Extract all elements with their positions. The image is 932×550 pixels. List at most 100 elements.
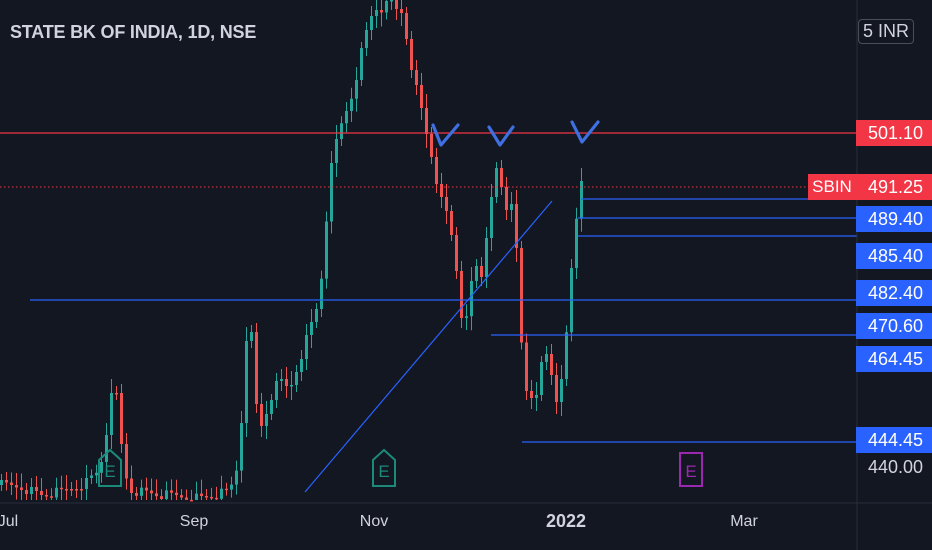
candle-body: [535, 395, 538, 398]
candle-body: [490, 197, 493, 238]
candle-body: [35, 487, 38, 491]
candle-body: [220, 488, 223, 499]
candles-group: [0, 0, 583, 502]
candle-body: [430, 134, 433, 157]
candle-body: [215, 497, 218, 500]
candle-body: [80, 489, 83, 491]
candle-body: [515, 204, 518, 248]
check-mark-icon: [431, 123, 460, 147]
candle-body: [335, 139, 338, 163]
earnings-marker[interactable]: E: [372, 448, 396, 487]
check-mark-icon: [570, 120, 600, 144]
candle-body: [255, 332, 258, 404]
candle-body: [445, 197, 448, 211]
earnings-badge-icon: [679, 452, 703, 487]
candle-body: [230, 484, 233, 490]
candle-body: [55, 487, 58, 498]
candle-body: [195, 493, 198, 500]
candle-body: [550, 354, 553, 375]
candle-body: [235, 470, 238, 485]
price-tag-501-10: 501.10: [856, 120, 932, 146]
candle-body: [375, 10, 378, 16]
candle-body: [165, 490, 168, 499]
candle-body: [200, 493, 203, 496]
candle-body: [160, 496, 163, 499]
candle-body: [460, 271, 463, 318]
candle-body: [95, 472, 98, 476]
candle-body: [555, 375, 558, 402]
candle-body: [410, 39, 413, 70]
candle-body: [185, 497, 188, 500]
candle-body: [455, 235, 458, 271]
trend-line[interactable]: [304, 200, 553, 493]
earnings-marker[interactable]: E: [98, 448, 122, 487]
candle-body: [60, 487, 63, 490]
candle-body: [285, 379, 288, 386]
candle-body: [500, 168, 503, 187]
candle-body: [175, 492, 178, 496]
symbol-tag: SBIN: [808, 174, 856, 200]
candle-body: [365, 30, 368, 48]
candle-body: [75, 489, 78, 491]
candle-body: [210, 496, 213, 499]
candle-body: [435, 157, 438, 184]
candle-body: [305, 335, 308, 359]
earnings-label: E: [685, 462, 696, 481]
candle-body: [340, 123, 343, 139]
earnings-label: E: [378, 462, 389, 481]
candle-body: [380, 10, 383, 13]
candle-body: [125, 444, 128, 479]
time-axis-label: Sep: [179, 513, 209, 530]
candle-body: [70, 489, 73, 491]
candle-body: [300, 359, 303, 372]
time-axis-label: Jul: [0, 513, 19, 530]
candle-body: [385, 1, 388, 13]
candle-body: [280, 379, 283, 381]
candle-body: [465, 316, 468, 318]
candle-body: [330, 163, 333, 222]
earnings-marker[interactable]: E: [679, 452, 703, 487]
candle-body: [325, 221, 328, 279]
candle-body: [400, 9, 403, 13]
candle-body: [50, 496, 53, 498]
check-mark-icon: [487, 125, 515, 147]
candle-body: [505, 187, 508, 210]
candle-body: [115, 393, 118, 395]
candle-body: [370, 16, 373, 30]
currency-selector[interactable]: 5 INR: [857, 19, 914, 44]
candle-body: [205, 496, 208, 498]
candle-body: [100, 462, 103, 473]
candle-body: [180, 495, 183, 498]
price-tag-470-60: 470.60: [856, 313, 932, 339]
candle-body: [140, 487, 143, 496]
candle-body: [320, 278, 323, 309]
candle-body: [565, 332, 568, 379]
candle-body: [85, 478, 88, 489]
candle-body: [520, 248, 523, 343]
candle-body: [30, 487, 33, 494]
time-axis-label: Nov: [359, 513, 389, 530]
candle-body: [225, 488, 228, 491]
candle-body: [265, 414, 268, 426]
earnings-label: E: [104, 462, 115, 481]
price-tag-485-40: 485.40: [856, 243, 932, 269]
candle-body: [480, 266, 483, 277]
earnings-badge-icon: [372, 448, 396, 487]
earnings-badge-icon: [98, 448, 122, 487]
candle-body: [190, 499, 193, 502]
candle-body: [10, 482, 13, 485]
candle-body: [525, 342, 528, 391]
candle-body: [350, 98, 353, 111]
candle-body: [105, 435, 108, 462]
price-tag-464-45: 464.45: [856, 346, 932, 372]
candle-body: [240, 423, 243, 471]
candle-body: [20, 487, 23, 490]
candle-body: [440, 184, 443, 197]
candle-body: [355, 80, 358, 99]
price-tag-482-40: 482.40: [856, 280, 932, 306]
candle-body: [260, 404, 263, 426]
candle-body: [290, 385, 293, 387]
